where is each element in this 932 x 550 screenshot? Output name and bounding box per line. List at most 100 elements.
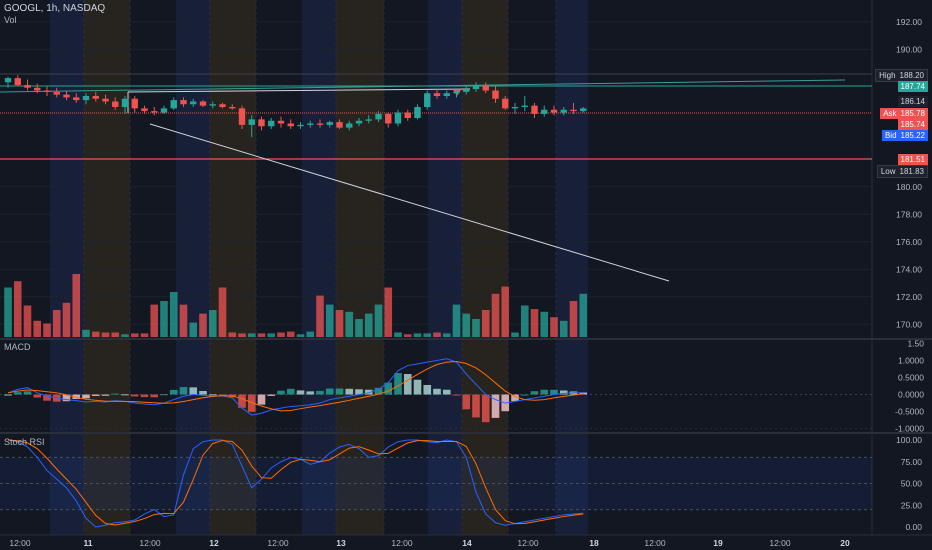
macd-histogram-bar [13, 392, 22, 395]
candle [346, 123, 353, 128]
volume-bar [52, 310, 61, 337]
volume-bar [218, 287, 227, 337]
time-tick-label: 12:00 [644, 538, 666, 548]
candle [219, 104, 226, 107]
candle [170, 100, 177, 109]
volume-bar [491, 293, 500, 337]
candle [355, 120, 363, 124]
time-tick-label: 12 [209, 538, 219, 548]
macd-histogram-bar [403, 374, 412, 395]
volume-bar [43, 323, 51, 337]
macd-histogram-bar [121, 394, 129, 396]
volume-bar [160, 301, 168, 337]
macd-histogram-bar [72, 394, 81, 400]
volume-bar [247, 333, 256, 337]
macd-histogram-bar [579, 392, 588, 395]
price-tick-label: 190.00 [896, 44, 922, 54]
time-tick-label: 12:00 [9, 538, 31, 548]
volume-bar [364, 313, 373, 337]
volume-bar [130, 333, 139, 337]
macd-histogram-bar [550, 389, 558, 395]
macd-histogram-bar [472, 394, 480, 418]
candle [297, 124, 304, 127]
candle [531, 105, 538, 114]
macd-histogram-bar [111, 393, 120, 395]
macd-histogram-bar [189, 387, 198, 395]
candle [14, 78, 21, 85]
candle [580, 108, 587, 112]
macd-line [7, 358, 584, 416]
macd-histogram-bar [277, 390, 285, 395]
candle [199, 101, 207, 106]
volume-bar [559, 320, 568, 337]
candle [43, 90, 51, 92]
volume-bar [442, 333, 451, 337]
low-tag: Low 181.83 [876, 165, 928, 178]
volume-bar [121, 334, 129, 337]
candle [82, 96, 90, 101]
volume-bar [228, 332, 237, 337]
volume-bar [374, 304, 383, 337]
price-tick-label: 176.00 [896, 237, 922, 247]
stoch-band [0, 457, 872, 510]
volume-bar [394, 332, 402, 337]
macd-histogram-bar [4, 394, 12, 396]
candle [550, 109, 558, 113]
volume-bar [72, 274, 81, 337]
volume-bar [462, 313, 471, 337]
candle [560, 109, 567, 113]
volume-bar [33, 320, 42, 337]
candle [570, 109, 577, 112]
volume-bar [316, 295, 324, 337]
candle [482, 85, 489, 91]
macd-tick-label: -1.0000 [895, 424, 924, 434]
macd-histogram-bar [296, 390, 305, 395]
candle [453, 91, 460, 94]
macd-histogram-bar [257, 394, 266, 405]
stoch-rsi-label: Stoch RSI [4, 437, 45, 447]
macd-histogram-bar [364, 389, 373, 395]
macd-histogram-bar [335, 388, 344, 395]
candle [307, 123, 314, 125]
volume-bar [23, 305, 32, 337]
macd-histogram-bar [530, 391, 539, 395]
macd-histogram-bar [238, 394, 246, 408]
volume-bar [335, 310, 344, 337]
stoch-tick-label: 0.00 [905, 522, 922, 532]
candle [63, 94, 70, 98]
macd-histogram-bar [433, 388, 441, 395]
candle [502, 98, 509, 109]
macd-histogram-bar [140, 394, 149, 398]
macd-histogram-bar [286, 388, 295, 395]
candle [394, 112, 402, 124]
volume-bar [403, 334, 412, 337]
macd-histogram-bar [559, 390, 568, 395]
volume-bar [189, 322, 198, 337]
macd-histogram-bar [384, 382, 393, 395]
candle [190, 101, 197, 105]
volume-bar [413, 333, 422, 337]
volume-bar [501, 286, 510, 337]
macd-label: MACD [4, 342, 31, 352]
time-tick-label: 14 [462, 538, 472, 548]
macd-histogram-bar [413, 379, 422, 395]
volume-bar [82, 329, 90, 337]
volume-bar [101, 332, 110, 337]
volume-bar [140, 333, 149, 337]
macd-tick-label: 0.5000 [898, 372, 924, 382]
macd-histogram-bar [82, 394, 90, 399]
volume-bar [91, 331, 100, 337]
volume-bar [423, 333, 432, 337]
volume-bar [511, 332, 519, 337]
macd-histogram-bar [208, 394, 217, 396]
time-tick-label: 12:00 [517, 538, 539, 548]
macd-histogram-bar [101, 394, 110, 396]
macd-histogram-bar [462, 394, 471, 410]
macd-histogram-bar [316, 390, 324, 395]
macd-histogram-bar [394, 373, 402, 395]
symbol-title[interactable]: GOOGL, 1h, NASDAQ [4, 3, 106, 14]
price-tick-label: 178.00 [896, 209, 922, 219]
volume-bar [540, 311, 549, 337]
volume-bar [286, 331, 295, 337]
